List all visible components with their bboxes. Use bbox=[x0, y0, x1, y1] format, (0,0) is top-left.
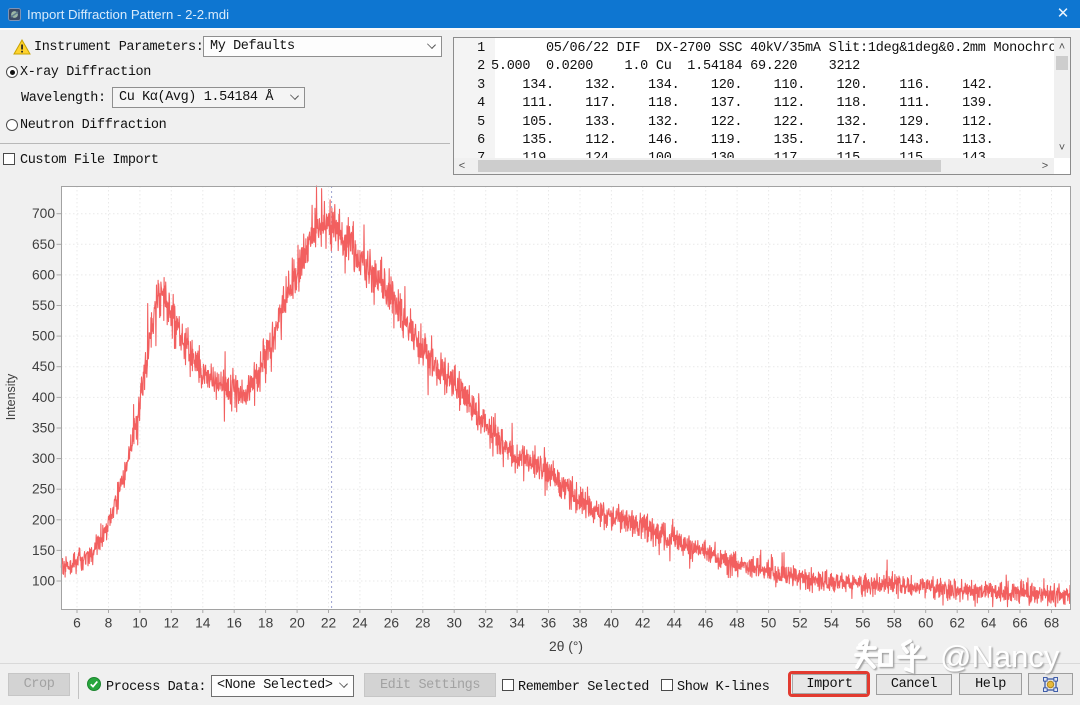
svg-text:10: 10 bbox=[132, 616, 148, 631]
svg-text:24: 24 bbox=[352, 616, 368, 631]
svg-text:52: 52 bbox=[792, 616, 807, 631]
svg-text:6: 6 bbox=[73, 616, 81, 631]
svg-text:200: 200 bbox=[32, 512, 55, 527]
svg-text:30: 30 bbox=[447, 616, 463, 631]
svg-text:12: 12 bbox=[164, 616, 179, 631]
svg-text:22: 22 bbox=[321, 616, 336, 631]
svg-text:14: 14 bbox=[195, 616, 211, 631]
svg-text:Intensity: Intensity bbox=[4, 373, 18, 420]
svg-text:44: 44 bbox=[667, 616, 683, 631]
svg-text:60: 60 bbox=[918, 616, 934, 631]
svg-text:20: 20 bbox=[289, 616, 305, 631]
svg-text:38: 38 bbox=[572, 616, 588, 631]
svg-text:56: 56 bbox=[855, 616, 871, 631]
svg-text:18: 18 bbox=[258, 616, 274, 631]
svg-text:700: 700 bbox=[32, 206, 55, 221]
svg-text:350: 350 bbox=[32, 421, 55, 436]
svg-text:54: 54 bbox=[824, 616, 840, 631]
svg-text:34: 34 bbox=[509, 616, 525, 631]
svg-text:42: 42 bbox=[635, 616, 650, 631]
svg-text:68: 68 bbox=[1044, 616, 1060, 631]
svg-text:26: 26 bbox=[384, 616, 400, 631]
svg-text:2θ (°): 2θ (°) bbox=[549, 639, 583, 654]
svg-text:300: 300 bbox=[32, 451, 55, 466]
svg-text:50: 50 bbox=[761, 616, 777, 631]
svg-text:@Nancy: @Nancy bbox=[940, 639, 1060, 674]
svg-text:250: 250 bbox=[32, 482, 55, 497]
svg-text:48: 48 bbox=[729, 616, 745, 631]
svg-text:650: 650 bbox=[32, 237, 55, 252]
svg-text:36: 36 bbox=[541, 616, 557, 631]
svg-text:46: 46 bbox=[698, 616, 714, 631]
svg-text:150: 150 bbox=[32, 543, 55, 558]
svg-text:66: 66 bbox=[1012, 616, 1028, 631]
svg-text:28: 28 bbox=[415, 616, 431, 631]
svg-text:8: 8 bbox=[105, 616, 113, 631]
svg-text:400: 400 bbox=[32, 390, 55, 405]
svg-text:64: 64 bbox=[981, 616, 997, 631]
svg-text:500: 500 bbox=[32, 329, 55, 344]
svg-text:16: 16 bbox=[227, 616, 243, 631]
svg-text:450: 450 bbox=[32, 359, 55, 374]
svg-text:32: 32 bbox=[478, 616, 493, 631]
svg-text:600: 600 bbox=[32, 267, 55, 282]
svg-text:58: 58 bbox=[887, 616, 903, 631]
svg-text:62: 62 bbox=[950, 616, 965, 631]
svg-text:550: 550 bbox=[32, 298, 55, 313]
svg-text:40: 40 bbox=[604, 616, 620, 631]
svg-text:100: 100 bbox=[32, 574, 55, 589]
